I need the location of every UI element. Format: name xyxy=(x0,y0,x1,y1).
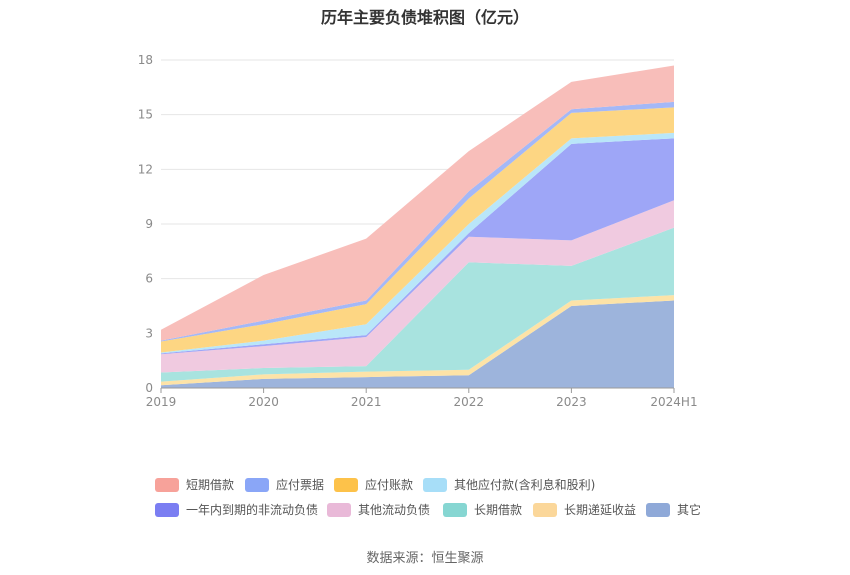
legend-row-1: 短期借款 应付票据 应付账款 其他应付款(含利息和股利) xyxy=(155,472,755,497)
legend-item-deferred-income[interactable]: 长期递延收益 xyxy=(533,501,646,518)
x-tick-label: 2020 xyxy=(248,395,279,409)
x-tick-label: 2022 xyxy=(454,395,485,409)
x-tick-label: 2023 xyxy=(556,395,587,409)
legend-swatch xyxy=(533,502,557,517)
y-tick-label: 15 xyxy=(138,108,153,122)
area-series-layer xyxy=(161,65,674,388)
legend-item-notes-payable[interactable]: 应付票据 xyxy=(245,476,334,493)
legend-row-2: 一年内到期的非流动负债 其他流动负债 长期借款 长期递延收益 其它 xyxy=(155,497,755,522)
area-series xyxy=(161,138,674,355)
y-tick-label: 9 xyxy=(145,217,153,231)
legend-item-current-portion-noncurrent[interactable]: 一年内到期的非流动负债 xyxy=(155,501,327,518)
x-axis xyxy=(160,387,675,393)
y-tick-label: 12 xyxy=(138,162,153,176)
legend-item-short-term-loans[interactable]: 短期借款 xyxy=(155,476,245,493)
legend-item-other[interactable]: 其它 xyxy=(646,501,701,518)
x-tick-label: 2024H1 xyxy=(650,395,697,409)
x-tick-label: 2021 xyxy=(351,395,382,409)
legend-item-other-payables[interactable]: 其他应付款(含利息和股利) xyxy=(423,476,595,493)
legend-item-long-term-loans[interactable]: 长期借款 xyxy=(443,501,533,518)
y-tick-label: 0 xyxy=(145,381,153,395)
y-tick-label: 6 xyxy=(145,272,153,286)
x-tick-label: 2019 xyxy=(146,395,177,409)
area-series xyxy=(161,300,674,388)
legend-swatch xyxy=(443,502,467,517)
legend-item-other-current-liabilities[interactable]: 其他流动负债 xyxy=(327,501,443,518)
y-axis-tick-labels: 0 3 6 9 12 15 18 xyxy=(138,53,153,395)
area-series xyxy=(161,65,674,341)
y-tick-label: 3 xyxy=(145,326,153,340)
legend-swatch xyxy=(334,477,358,492)
legend-label: 应付账款 xyxy=(365,478,414,492)
chart-legend: 短期借款 应付票据 应付账款 其他应付款(含利息和股利) 一年内到期的非流动负债… xyxy=(155,472,755,522)
legend-swatch xyxy=(327,502,351,517)
x-axis-tick-labels: 2019 2020 2021 2022 2023 2024H1 xyxy=(146,395,698,409)
legend-label: 其它 xyxy=(677,503,702,517)
legend-swatch xyxy=(646,502,670,517)
legend-label: 长期借款 xyxy=(474,503,523,517)
area-series xyxy=(161,107,674,353)
legend-swatch xyxy=(245,477,269,492)
legend-item-accounts-payable[interactable]: 应付账款 xyxy=(334,476,423,493)
legend-label: 应付票据 xyxy=(276,478,325,492)
legend-swatch xyxy=(155,502,179,517)
legend-label: 其他应付款(含利息和股利) xyxy=(454,478,596,492)
legend-label: 长期递延收益 xyxy=(564,503,637,517)
data-source-note: 数据来源：恒生聚源 xyxy=(366,551,484,566)
legend-swatch xyxy=(155,477,179,492)
y-tick-label: 18 xyxy=(138,53,153,67)
legend-label: 短期借款 xyxy=(186,478,235,492)
legend-swatch xyxy=(423,477,447,492)
area-series xyxy=(161,227,674,382)
chart-title: 历年主要负债堆积图（亿元） xyxy=(320,8,529,27)
legend-label: 一年内到期的非流动负债 xyxy=(186,503,319,517)
area-series xyxy=(161,200,674,373)
legend-label: 其他流动负债 xyxy=(358,503,431,517)
